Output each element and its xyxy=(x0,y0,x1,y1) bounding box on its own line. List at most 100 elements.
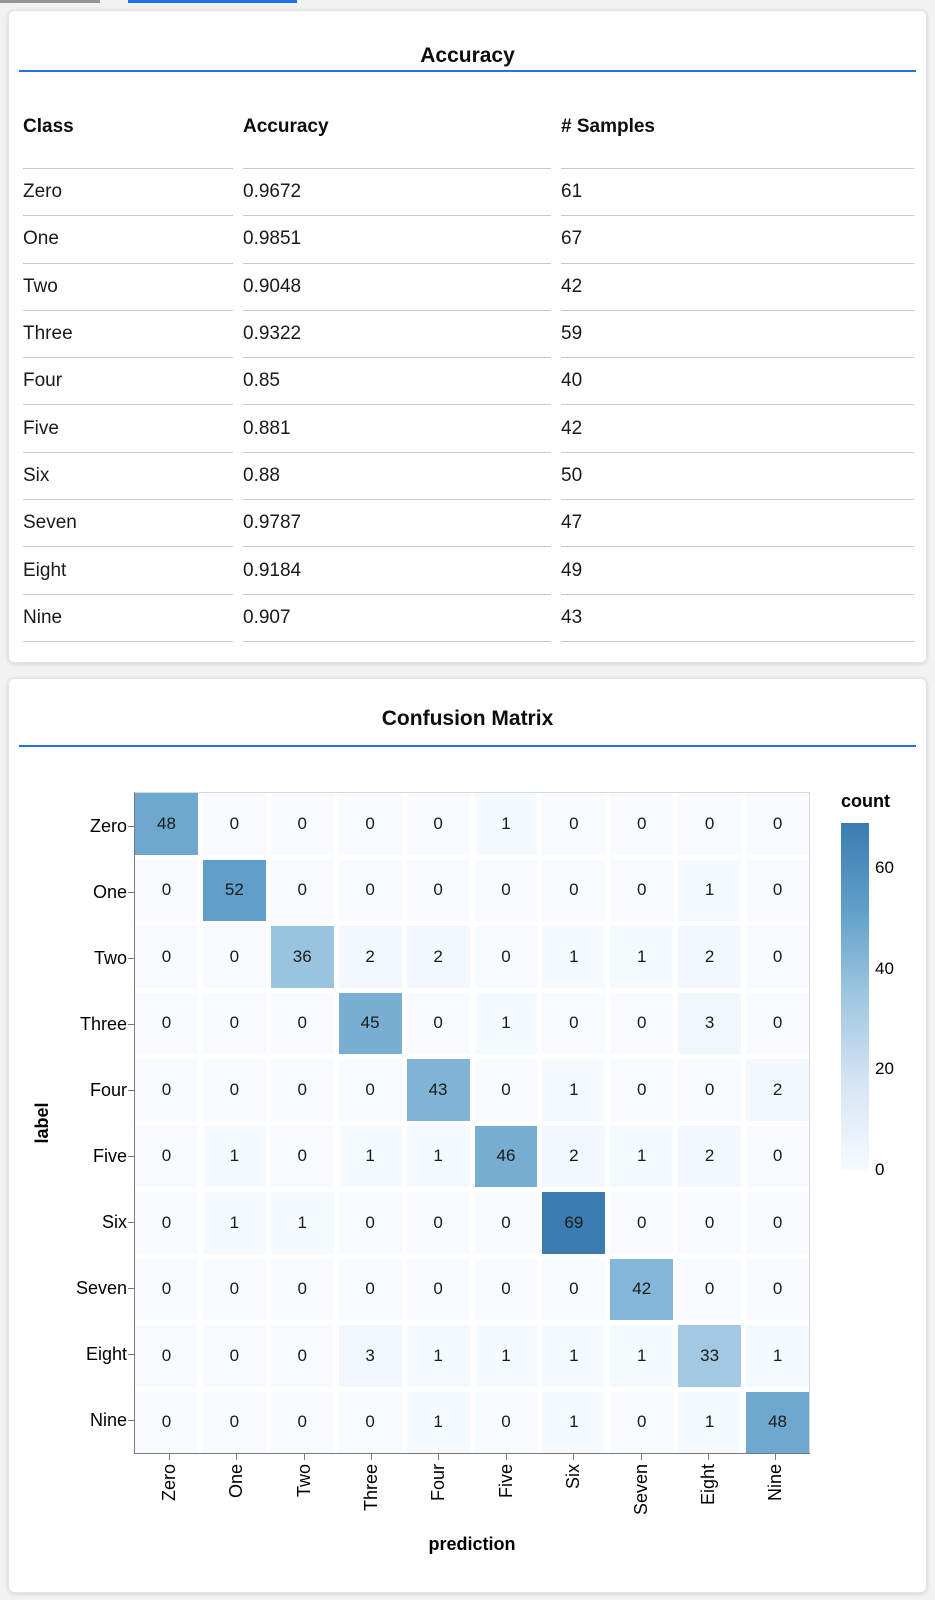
heatmap-cell: 48 xyxy=(135,793,198,855)
heatmap-cell: 0 xyxy=(406,793,470,855)
heatmap-cell: 3 xyxy=(678,992,742,1054)
x-tick-mark xyxy=(303,1454,305,1460)
heatmap-cell: 0 xyxy=(610,1192,674,1254)
heatmap-cell: 0 xyxy=(474,859,538,921)
heatmap-cell: 36 xyxy=(270,926,334,988)
heatmap-cell: 2 xyxy=(542,1125,606,1187)
table-cell: 67 xyxy=(561,216,914,264)
heatmap-cell: 0 xyxy=(338,1391,402,1453)
heatmap-cell: 0 xyxy=(270,1391,334,1453)
heatmap-cell: 1 xyxy=(610,1325,674,1387)
heatmap-cell: 0 xyxy=(270,1125,334,1187)
inactive-tab-indicator[interactable] xyxy=(0,0,100,3)
y-tick-label: Six xyxy=(101,1212,127,1232)
heatmap-cell: 1 xyxy=(542,1059,606,1121)
heatmap-cell: 43 xyxy=(406,1059,470,1121)
table-cell: 50 xyxy=(561,453,914,501)
heatmap-cell: 0 xyxy=(474,1192,538,1254)
table-cell: 0.9322 xyxy=(243,311,551,359)
accuracy-card-title: Accuracy xyxy=(420,44,515,67)
x-tick-label: Four xyxy=(428,1464,449,1502)
heatmap-cell: 1 xyxy=(474,992,538,1054)
heatmap-cell: 0 xyxy=(474,1258,538,1320)
legend-tick-label: 60 xyxy=(875,858,894,878)
table-cell: 61 xyxy=(561,169,914,217)
heatmap-cell: 0 xyxy=(678,1258,742,1320)
x-tick-mark xyxy=(573,1454,575,1460)
heatmap-cell: 0 xyxy=(542,793,606,855)
y-tick-mark xyxy=(128,1354,135,1355)
heatmap-cell: 0 xyxy=(338,1192,402,1254)
heatmap-cell: 0 xyxy=(746,992,809,1054)
heatmap-cell: 1 xyxy=(406,1391,470,1453)
heatmap-cell: 0 xyxy=(338,793,402,855)
heatmap-cell: 1 xyxy=(610,1125,674,1187)
table-cell: 0.85 xyxy=(243,358,551,406)
x-tick-label: Nine xyxy=(765,1464,786,1502)
y-tick-mark xyxy=(128,826,135,827)
y-tick-label: Five xyxy=(92,1146,127,1166)
table-cell: 47 xyxy=(561,500,914,548)
heatmap-cell: 0 xyxy=(542,859,606,921)
heatmap-cell: 0 xyxy=(270,1059,334,1121)
heatmap-cell: 1 xyxy=(678,1391,742,1453)
x-tick-mark xyxy=(438,1454,440,1460)
heatmap-cell: 45 xyxy=(338,992,402,1054)
table-cell: 0.907 xyxy=(243,595,551,642)
heatmap-cell: 42 xyxy=(610,1258,674,1320)
legend-title: count xyxy=(841,791,890,811)
table-cell: 0.9787 xyxy=(243,500,551,548)
x-tick-label: Seven xyxy=(630,1464,651,1516)
heatmap-cell: 0 xyxy=(474,1391,538,1453)
heatmap-cell: 0 xyxy=(270,793,334,855)
x-tick-label: One xyxy=(226,1464,247,1499)
table-cell: 0.881 xyxy=(243,405,551,453)
column-header-class: Class xyxy=(23,106,233,169)
y-axis-title: label xyxy=(32,1102,52,1144)
table-cell: 0.9048 xyxy=(243,264,551,311)
confusion-card-title: Confusion Matrix xyxy=(381,707,554,730)
heatmap-cell: 0 xyxy=(338,1258,402,1320)
y-tick-label: Seven xyxy=(75,1278,127,1298)
heatmap-cell: 0 xyxy=(678,1059,742,1121)
legend-tick-label: 40 xyxy=(875,958,894,978)
legend-gradient-bar xyxy=(841,823,869,1170)
x-tick-label: Eight xyxy=(697,1464,718,1506)
heatmap-cell: 3 xyxy=(338,1325,402,1387)
y-tick-label: Eight xyxy=(85,1344,127,1364)
heatmap-cell: 0 xyxy=(202,1391,266,1453)
y-tick-mark xyxy=(128,1024,135,1025)
table-cell: Two xyxy=(23,264,233,311)
heatmap-cell: 0 xyxy=(338,1059,402,1121)
column-header-samples: # Samples xyxy=(561,106,914,169)
heatmap-cell: 1 xyxy=(610,926,674,988)
table-cell: Seven xyxy=(23,500,233,548)
y-tick-label: Two xyxy=(93,948,127,968)
heatmap-cell: 2 xyxy=(406,926,470,988)
x-tick-label: Two xyxy=(293,1464,314,1498)
heatmap-cell: 1 xyxy=(406,1325,470,1387)
heatmap-cell: 1 xyxy=(542,1391,606,1453)
x-tick-mark xyxy=(640,1454,642,1460)
table-cell: Six xyxy=(23,453,233,501)
heatmap-cell: 0 xyxy=(474,926,538,988)
table-cell: Eight xyxy=(23,547,233,595)
column-header-accuracy: Accuracy xyxy=(243,106,551,169)
y-tick-mark xyxy=(128,1420,135,1421)
heatmap-cell: 0 xyxy=(678,1192,742,1254)
heatmap-cell: 52 xyxy=(202,859,266,921)
heatmap-cell: 0 xyxy=(610,1059,674,1121)
confusion-matrix-card: Confusion Matrix 48 0 0 0 0 1 0 0 0 0 0 52 0 0 0 0 0 0 1 0 0… xyxy=(8,678,927,1593)
table-cell: 40 xyxy=(561,358,914,406)
x-axis-domain-line xyxy=(134,1453,810,1454)
heatmap-cell: 2 xyxy=(746,1059,809,1121)
y-tick-mark xyxy=(128,1288,135,1289)
active-tab-indicator[interactable] xyxy=(128,0,297,3)
x-tick-label: Six xyxy=(563,1464,584,1490)
heatmap-cell: 0 xyxy=(135,859,198,921)
heatmap-cell: 0 xyxy=(746,793,809,855)
y-tick-mark xyxy=(128,1156,135,1157)
legend-tick-label: 0 xyxy=(875,1160,885,1179)
accuracy-table: Class Accuracy # Samples Zero 0.9672 61 One… xyxy=(23,106,914,642)
heatmap-cell: 2 xyxy=(338,926,402,988)
